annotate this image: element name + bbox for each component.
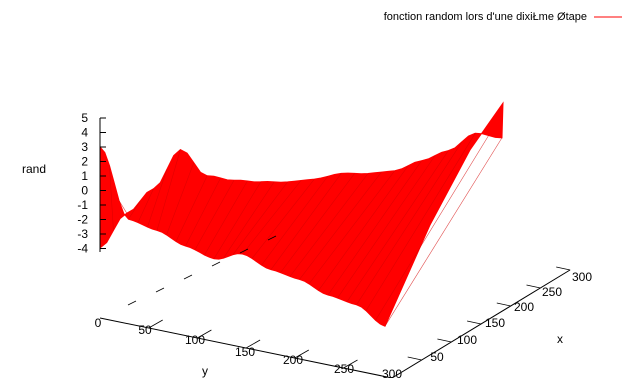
x-tick-mark	[407, 356, 422, 361]
y-tick-mark	[245, 339, 261, 349]
y-tick-label: 0	[95, 316, 102, 330]
floor-tick-mark	[211, 261, 221, 267]
x-tick-label: 200	[514, 300, 534, 314]
x-axis-ticks: 50 100 150 200 250 300	[430, 270, 592, 364]
z-tick-label: 1	[81, 169, 88, 183]
x-tick-mark	[526, 284, 541, 289]
surface-mesh-line	[175, 175, 208, 242]
x-tick-label: 50	[430, 350, 444, 364]
surface-mesh-line	[166, 162, 195, 235]
z-tick-label: 3	[81, 140, 88, 154]
legend: fonction random lors d'une dixiŁme Øtape	[384, 11, 622, 23]
surface-mesh-line	[242, 180, 302, 255]
x-tick-label: 150	[485, 316, 505, 330]
x-tick-label: 250	[542, 285, 562, 299]
z-tick-label: 4	[81, 126, 88, 140]
surface-mesh-line	[204, 180, 248, 256]
y-tick-label: 200	[283, 353, 303, 367]
z-tick-label: 5	[81, 111, 88, 125]
x-tick-label: 300	[572, 270, 592, 284]
y-tick-label: 100	[185, 333, 205, 347]
surface-mesh-line	[289, 173, 369, 277]
x-tick-mark	[437, 338, 452, 343]
x-tick-mark	[467, 320, 482, 325]
surface-mesh	[99, 101, 504, 327]
y-tick-mark	[197, 329, 212, 339]
surface-mesh-line	[365, 133, 476, 311]
surface-mesh-line	[308, 170, 396, 285]
x-tick-mark	[496, 302, 511, 307]
surface-mesh-line	[299, 171, 382, 280]
surface-mesh-line	[194, 180, 235, 250]
surface-mesh-line	[384, 137, 503, 327]
x-tick-label: 100	[457, 333, 477, 347]
y-axis-line	[99, 317, 393, 378]
y-tick-label: 50	[138, 323, 152, 337]
y-tick-label: 300	[382, 367, 402, 378]
floor-tick-mark	[183, 274, 193, 280]
surface-mesh-line	[327, 160, 422, 296]
y-axis-ticks: 0 50 100 150 200 250 300	[95, 316, 403, 378]
surface-mesh-line	[346, 150, 449, 302]
z-tick-label: -1	[77, 198, 88, 212]
z-tick-label: -4	[77, 242, 88, 256]
surface-mesh-line	[128, 200, 141, 220]
y-tick-mark	[148, 319, 163, 329]
surface-mesh-line	[318, 165, 409, 291]
surface-mesh-line	[213, 181, 262, 259]
surface-mesh-line	[109, 165, 114, 231]
z-tick-label: -2	[77, 213, 88, 227]
surface-mesh-line	[356, 141, 463, 305]
floor-tick-mark	[267, 235, 277, 241]
floor-tick-lines	[127, 235, 571, 369]
surface-mesh-line	[375, 135, 489, 321]
surface-mesh-line	[185, 177, 221, 247]
surface-body	[99, 101, 504, 327]
surface-mesh-line	[270, 173, 342, 270]
y-tick-mark	[294, 349, 309, 359]
z-tick-label: 2	[81, 155, 88, 169]
y-tick-mark	[343, 359, 358, 369]
z-axis-label: rand	[22, 162, 46, 176]
x-tick-mark	[556, 266, 571, 271]
z-tick-label: 0	[81, 184, 88, 198]
x-axis-label: x	[557, 332, 563, 346]
surface-mesh-line	[147, 169, 168, 228]
surface-mesh-line	[118, 200, 128, 214]
y-tick-label: 150	[235, 345, 255, 359]
surface-mesh-line	[232, 181, 288, 255]
y-axis-label: y	[202, 364, 208, 378]
floor-tick-mark	[239, 248, 249, 254]
y-tick-label: 250	[334, 362, 354, 376]
floor-tick-mark	[127, 300, 137, 306]
surface-mesh-line	[280, 173, 355, 273]
surface-mesh-line	[137, 188, 154, 223]
floor-tick-mark	[155, 287, 165, 293]
surface-mesh-line	[261, 176, 329, 266]
surface-mesh-line	[223, 181, 275, 259]
z-tick-label: -3	[77, 227, 88, 241]
surface-mesh-line	[337, 155, 436, 299]
legend-entry-label: fonction random lors d'une dixiŁme Øtape	[384, 11, 587, 23]
surface-mesh-line	[156, 149, 181, 231]
surface-mesh-line	[251, 178, 315, 259]
